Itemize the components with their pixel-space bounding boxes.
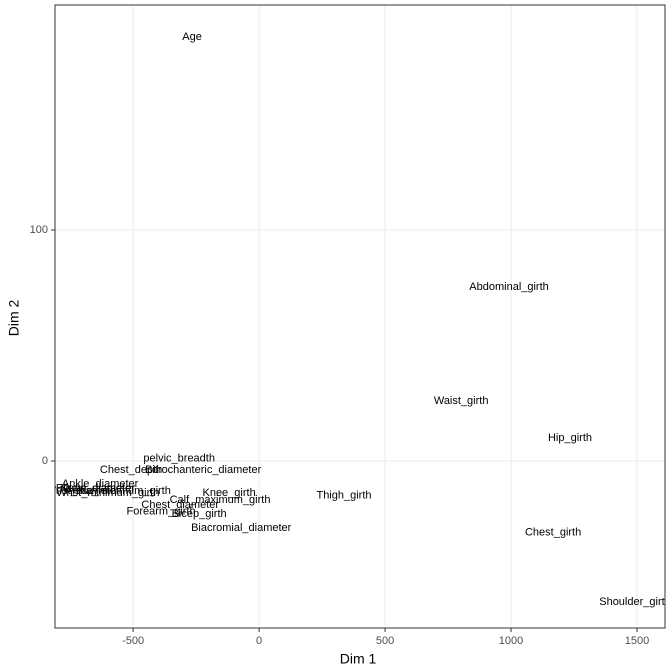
points: Age Abdominal_girth Waist_girth Hip_girth Ch…	[46, 31, 671, 608]
x-axis-title: Dim 1	[340, 651, 377, 667]
x-tick-label: 1000	[499, 635, 523, 647]
point-label: Ankle_diameter	[62, 478, 139, 490]
point-label: Thigh_girth	[316, 490, 371, 502]
point-label: Bitrochanteric_diameter	[145, 464, 262, 476]
axes: -500 0 500 1000 1500 0 100	[30, 224, 650, 647]
point-label: Knee_diameter	[61, 483, 136, 495]
x-tick-label: 1500	[625, 635, 649, 647]
point-label: Chest_diameter	[141, 499, 219, 511]
grid	[55, 5, 665, 628]
point-label: Calf_maximum_girth	[170, 494, 271, 506]
point-label: Ankle_minimum_girth	[65, 485, 171, 497]
point-label: Waist_girth	[434, 395, 489, 407]
y-axis-title: Dim 2	[6, 300, 22, 337]
y-tick-label: 100	[30, 224, 48, 236]
point-label: pelvic_breadth	[143, 453, 215, 465]
point-label: Biacromial_diameter	[191, 522, 292, 534]
point-label: Bicep_girth	[172, 508, 227, 520]
point-label: Knee_girth	[202, 487, 255, 499]
point-label: Age	[182, 31, 202, 43]
point-label: Chest_depth	[100, 464, 162, 476]
y-tick-label: 0	[42, 455, 48, 467]
point-label: Wrist_minimum_girth	[56, 487, 159, 499]
plot-border	[54, 4, 666, 629]
x-tick-label: -500	[122, 635, 144, 647]
point-label: Chest_girth	[525, 527, 581, 539]
point-label: Shoulder_girth	[599, 596, 671, 608]
point-label: Hip_girth	[548, 432, 592, 444]
point-label: Elbow_diameter	[56, 483, 135, 495]
x-tick-label: 500	[376, 635, 394, 647]
point-label: Forearm_girth	[127, 506, 196, 518]
point-label: Abdominal_girth	[469, 281, 549, 293]
x-tick-label: 0	[256, 635, 262, 647]
point-label: Wrist_diameter	[46, 485, 120, 497]
